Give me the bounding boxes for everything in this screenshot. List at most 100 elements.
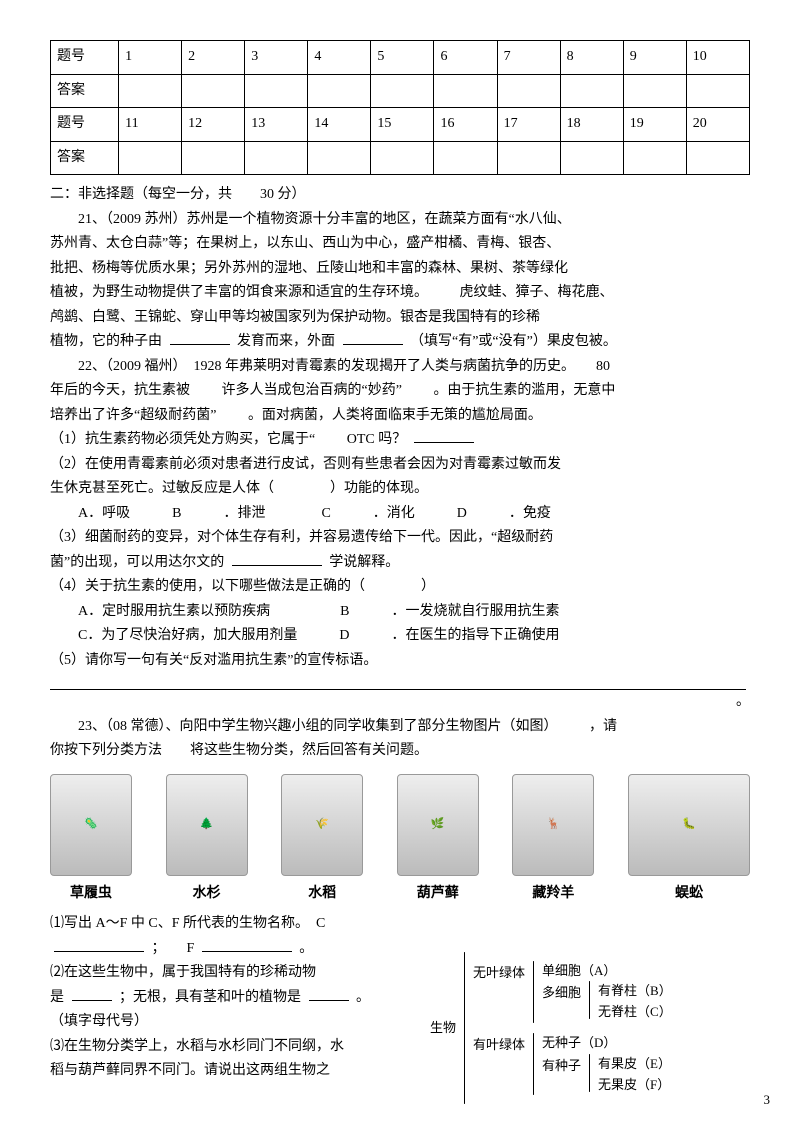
ans-cell (182, 74, 245, 108)
col-num: 11 (119, 108, 182, 142)
ans-cell (119, 141, 182, 175)
col-num: 5 (371, 41, 434, 75)
tree-spine: 有脊柱（B） (598, 981, 672, 1002)
blank (343, 330, 403, 345)
tree-noseed: 无种子（D） (542, 1033, 671, 1054)
thumb-moss: 🌿葫芦藓 (397, 774, 479, 907)
ans-cell (434, 141, 497, 175)
q23-l2c: （填字母代号） (50, 1010, 420, 1035)
q22-p1b: OTC 吗？ (347, 432, 407, 447)
blank-long (50, 675, 746, 690)
q23-left-col: ⑴写出 A～F 中 C、F 所代表的生物名称。 C ； F 。 ⑵在这些生物中，… (50, 912, 420, 1084)
q22-p4: （4）关于抗生素的使用，以下哪些做法是正确的（ ） (50, 575, 750, 600)
thumb-antelope: 🦌 藏羚羊 (512, 774, 594, 907)
blank (232, 551, 322, 566)
thumb-centipede: 🐛蜈蚣 (628, 774, 750, 907)
q22-p2b: 生休克甚至死亡。过敏反应是人体（ ）功能的体现。 (50, 477, 750, 502)
col-num: 4 (308, 41, 371, 75)
q23-intro: 23、（08 常德）、向阳中学生物兴趣小组的同学收集到了部分生物图片（如图） ，… (50, 715, 750, 740)
period: 。 (50, 690, 750, 715)
ans-cell (434, 74, 497, 108)
tree-single: 单细胞（A） (542, 961, 672, 982)
thumb-label: 草履虫 (70, 886, 112, 901)
tree-noleaf: 无叶绿体 (473, 961, 525, 1023)
col-num: 3 (245, 41, 308, 75)
col-num: 17 (497, 108, 560, 142)
q23-l1c: 。 (299, 941, 313, 956)
col-num: 7 (497, 41, 560, 75)
col-num: 6 (434, 41, 497, 75)
blank (309, 986, 349, 1001)
q23-intro2: 你按下列分类方法 将这些生物分类，然后回答有关问题。 (50, 739, 750, 764)
col-num: 12 (182, 108, 245, 142)
thumb-label: 蜈蚣 (675, 886, 703, 901)
q22-p1a: （1）抗生素药物必须凭处方购买，它属于“ (50, 432, 315, 447)
tree-leaf: 有叶绿体 (473, 1033, 525, 1095)
ans-cell (560, 74, 623, 108)
classification-tree: 生物 无叶绿体 单细胞（A） 多细胞 有脊柱（B） 无脊柱（C） (430, 912, 750, 1104)
ans-cell (560, 141, 623, 175)
col-num: 18 (560, 108, 623, 142)
col-num: 13 (245, 108, 308, 142)
col-num: 10 (686, 41, 749, 75)
ans-cell (182, 141, 245, 175)
section-2-heading: 二：非选择题（每空一分，共 30 分） (50, 183, 750, 208)
ans-cell (371, 74, 434, 108)
q23-l1b: ； F (152, 941, 195, 956)
thumb-label: 葫芦藓 (417, 886, 459, 901)
q22-p3b-a: 菌”的出现，可以用达尔文的 (50, 555, 224, 570)
q21-l4a: 植被，为野生动物提供了丰富的饵食来源和适宜的生存环境。 (50, 285, 428, 300)
q22-l2c: 。由于抗生素的滥用，无意中 (433, 383, 615, 398)
tree-wrap: ⑴写出 A～F 中 C、F 所代表的生物名称。 C ； F 。 ⑵在这些生物中，… (50, 912, 750, 1084)
ans-cell (308, 141, 371, 175)
tree-multi: 多细胞 (542, 981, 581, 1023)
tree-icon: 🌲 (166, 774, 248, 876)
q22-l2b: 许多人当成包治百病的“妙药” (222, 383, 402, 398)
q21-l6a: 植物，它的种子由 (50, 334, 162, 349)
q21-l6c: （填写“有”或“没有”）果皮包被。 (410, 334, 617, 349)
ans-cell (686, 74, 749, 108)
q21-line3: 批把、杨梅等优质水果；另外苏州的湿地、丘陵山地和丰富的森林、果树、茶等绿化 (50, 257, 750, 282)
col-num: 19 (623, 108, 686, 142)
col-num: 14 (308, 108, 371, 142)
col-num: 1 (119, 41, 182, 75)
col-num: 9 (623, 41, 686, 75)
q22-p3b-b: 学说解释。 (329, 555, 399, 570)
page-number: 3 (764, 1089, 771, 1112)
q23-l3b: 稻与葫芦藓同界不同门。请说出这两组生物之 (50, 1059, 420, 1084)
thumb-label: 水杉 (193, 886, 221, 901)
q23-intro-a: 23、（08 常德）、向阳中学生物兴趣小组的同学收集到了部分生物图片（如图） (78, 719, 558, 734)
row-label: 题号 (51, 41, 119, 75)
q21-line4: 植被，为野生动物提供了丰富的饵食来源和适宜的生存环境。 虎纹蛙、獐子、梅花鹿、 (50, 281, 750, 306)
thumb-paramecium: 🦠草履虫 (50, 774, 132, 907)
ans-cell (623, 74, 686, 108)
q22-l3b: 。面对病菌，人类将面临束手无策的尴尬局面。 (248, 408, 542, 423)
ans-cell (623, 141, 686, 175)
blank (414, 428, 474, 443)
thumb-row: 🦠草履虫 🌲水杉 🌾水稻 🌿葫芦藓 🦌藏羚羊 🐛蜈蚣 (50, 774, 750, 907)
rice-icon: 🌾 (281, 774, 363, 876)
col-num: 15 (371, 108, 434, 142)
q23-l2: ⑵在这些生物中，属于我国特有的珍稀动物 (50, 961, 420, 986)
thumb-label: 藏羚羊 (532, 886, 574, 901)
q23-l2b-a: 是 (50, 990, 64, 1005)
q22-opt2: A．呼吸 B ．排泄 C ．消化 D ．免疫 (50, 502, 750, 527)
q22-opt4b: C．为了尽快治好病，加大服用剂量 D ．在医生的指导下正确使用 (50, 624, 750, 649)
q21-line1: 21、（2009 苏州）苏州是一个植物资源十分丰富的地区，在蔬菜方面有“水八仙、 (50, 208, 750, 233)
col-num: 16 (434, 108, 497, 142)
q22-l2a: 年后的今天，抗生素被 (50, 383, 190, 398)
tree-fruit: 有果皮（E） (598, 1054, 671, 1075)
ans-cell (686, 141, 749, 175)
q23-l2b: 是 ；无根，具有茎和叶的植物是 。 (50, 986, 420, 1011)
ans-cell (245, 74, 308, 108)
ans-cell (308, 74, 371, 108)
tree-root: 生物 (430, 1018, 456, 1039)
ans-label: 答案 (51, 141, 119, 175)
q22-p5: （5）请你写一句有关“反对滥用抗生素”的宣传标语。 (50, 649, 750, 674)
q22-line3: 培养出了许多“超级耐药菌” 。面对病菌，人类将面临束手无策的尴尬局面。 (50, 404, 750, 429)
q22-line1: 22、（2009 福州） 1928 年弗莱明对青霉素的发现揭开了人类与病菌抗争的… (50, 355, 750, 380)
thumb-metasequoia: 🌲 水杉 (166, 774, 248, 907)
col-num: 8 (560, 41, 623, 75)
blank (202, 937, 292, 952)
antelope-icon: 🦌 (512, 774, 594, 876)
